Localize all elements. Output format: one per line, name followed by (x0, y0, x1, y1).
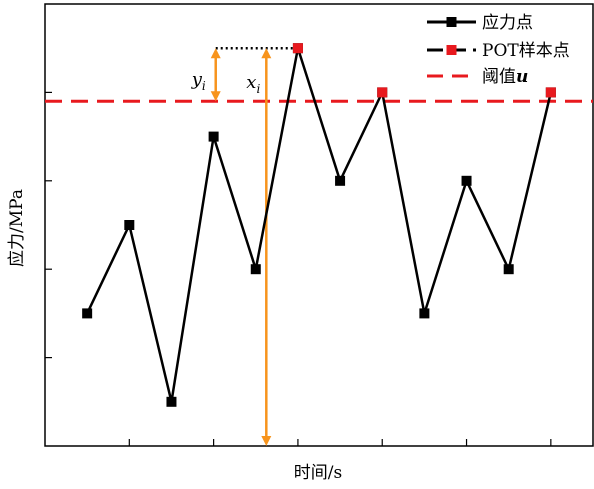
stress-point (335, 175, 346, 186)
stress-point (82, 308, 93, 319)
legend-marker-pot (446, 45, 457, 55)
y-annotation-label: yi (191, 69, 206, 93)
x-arrow-head-top (261, 48, 272, 59)
stress-point (124, 220, 135, 230)
stress-point (503, 264, 514, 275)
pot-point (545, 87, 556, 98)
legend-label-pot: POT样本点 (482, 41, 570, 61)
stress-point (208, 131, 219, 142)
stress-point (250, 264, 261, 275)
stress-point (461, 175, 472, 186)
y-arrow-head-top (210, 48, 221, 59)
axes (44, 3, 594, 447)
pot-point (377, 87, 388, 98)
annotation-layer: yi xi (191, 46, 298, 446)
x-axis-label: 时间/s (294, 463, 342, 483)
x-arrow-head-bottom (261, 436, 272, 446)
legend-label-stress: 应力点 (482, 13, 533, 33)
stress-point (166, 396, 177, 407)
y-arrow-head-bottom (210, 91, 221, 102)
stress-point (419, 308, 430, 319)
plot-frame (44, 3, 594, 447)
pot-point (292, 43, 303, 54)
series-layer (82, 43, 556, 407)
legend-marker-stress (446, 17, 457, 27)
x-annotation-label: xi (246, 72, 260, 96)
series-line-stress (86, 47, 553, 403)
legend-label-threshold: 阈值u (482, 67, 528, 87)
y-axis-label: 应力/MPa (7, 189, 27, 267)
